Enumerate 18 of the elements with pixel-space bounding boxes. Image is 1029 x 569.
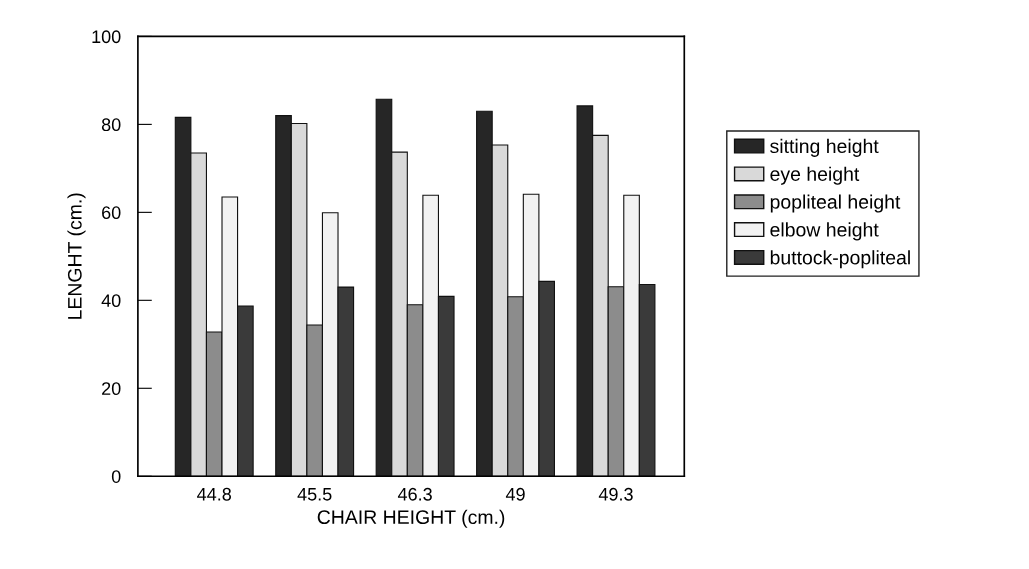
x-tick-label: 49	[505, 487, 525, 501]
x-tick-label: 45.5	[297, 488, 332, 501]
y-tick-label: 0	[111, 470, 121, 483]
legend-label: elbow height	[770, 222, 879, 241]
y-tick-label: 60	[102, 206, 121, 220]
x-tick-label: 44.8	[197, 487, 232, 501]
x-tick-label: 49.3	[598, 487, 633, 501]
y-tick-label: 80	[101, 118, 121, 132]
legend-label: eye height	[770, 166, 860, 185]
x-axis-title: CHAIR HEIGHT (cm.)	[317, 509, 505, 528]
y-axis-title: LENGHT (cm.)	[67, 193, 86, 319]
x-tick-label: 46.3	[397, 487, 432, 501]
y-tick-label: 20	[102, 382, 121, 396]
legend-label: popliteal height	[770, 194, 901, 213]
legend-label: buttock-popliteal	[770, 250, 910, 269]
y-tick-label: 40	[101, 294, 121, 308]
y-tick-label: 100	[92, 30, 121, 44]
legend-label: sitting height	[770, 138, 879, 157]
